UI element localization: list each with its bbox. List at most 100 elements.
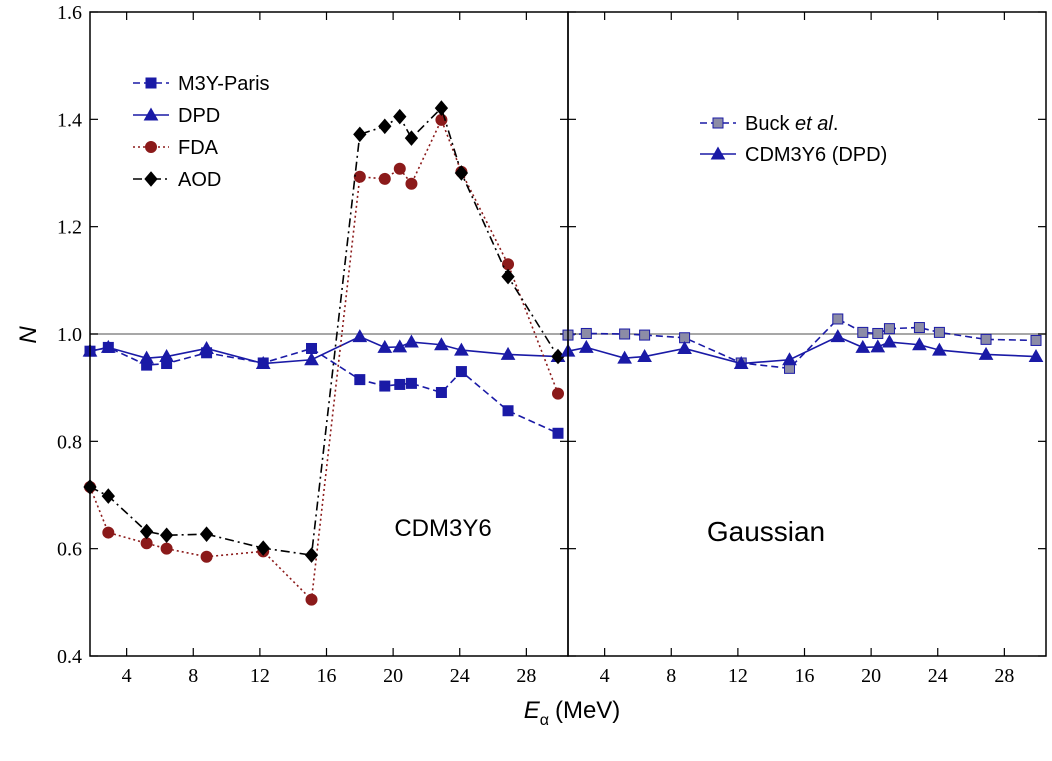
x-tick-label: 8 — [666, 665, 676, 687]
legend-label-text: Buck — [745, 113, 795, 135]
x-axis-label-symbol: E — [524, 697, 541, 724]
data-point — [140, 537, 153, 550]
data-point — [102, 526, 115, 539]
y-tick-label: 1.2 — [57, 217, 82, 239]
legend-marker — [144, 171, 158, 187]
data-point — [978, 346, 994, 360]
x-tick-label: 20 — [861, 665, 881, 687]
data-point — [1028, 349, 1044, 363]
data-point — [378, 118, 392, 135]
data-point — [393, 108, 407, 125]
x-tick-label: 4 — [600, 665, 610, 687]
data-point — [353, 126, 367, 143]
series-line — [89, 346, 559, 435]
data-point — [392, 339, 408, 353]
x-tick-label: 28 — [516, 665, 536, 687]
data-point — [502, 258, 515, 271]
data-point — [101, 488, 115, 504]
y-tick-label: 0.4 — [57, 646, 82, 668]
data-point — [354, 374, 366, 386]
data-point — [394, 378, 406, 390]
data-point — [832, 313, 844, 325]
legend-marker — [710, 146, 726, 160]
data-point — [435, 386, 447, 398]
data-point — [306, 342, 318, 354]
data-point — [304, 547, 319, 563]
legend-label-text: FDA — [178, 137, 219, 159]
panel-label: Gaussian — [707, 516, 825, 547]
data-point — [434, 100, 449, 116]
legend-label: FDA — [178, 137, 219, 159]
plot-frame — [567, 11, 1047, 657]
panel-label: CDM3Y6 — [394, 515, 491, 542]
legend-label-text: CDM3Y6 (DPD) — [745, 144, 887, 166]
x-axis-label-subscript: α — [540, 712, 549, 729]
legend-label: M3Y-Paris — [178, 73, 270, 95]
legend-label-italic: et al — [795, 113, 833, 135]
x-tick-label: 12 — [250, 665, 270, 687]
data-point — [305, 593, 318, 606]
data-point — [619, 328, 631, 340]
series-triangle-2 — [82, 329, 566, 370]
data-point — [353, 170, 366, 183]
data-point — [551, 348, 565, 365]
data-point — [552, 427, 564, 439]
data-point — [580, 327, 592, 339]
legend-label: Buck et al. — [745, 113, 838, 135]
y-tick-label: 0.6 — [57, 539, 82, 561]
data-point — [733, 356, 749, 370]
data-point — [393, 162, 406, 175]
data-point — [639, 329, 651, 341]
series-circle-3 — [84, 113, 565, 606]
x-tick-label: 16 — [317, 665, 337, 687]
data-point — [159, 349, 174, 363]
data-point — [1030, 334, 1042, 346]
x-axis-label-unit: (MeV) — [555, 697, 620, 724]
data-point — [454, 342, 469, 356]
data-point — [912, 337, 927, 351]
data-point — [199, 526, 214, 542]
y-tick-label: 0.8 — [57, 431, 82, 453]
data-point — [434, 337, 449, 351]
data-point — [855, 339, 871, 353]
data-point — [455, 366, 467, 378]
data-point — [404, 130, 419, 146]
data-point — [256, 540, 270, 556]
data-point — [617, 350, 632, 364]
legend-marker — [143, 107, 159, 121]
x-tick-label: 4 — [122, 665, 132, 687]
data-point — [882, 334, 897, 348]
data-point — [159, 527, 174, 544]
y-tick-label: 1.0 — [57, 324, 82, 346]
legend-label-suffix: . — [833, 113, 839, 135]
data-point — [500, 346, 516, 360]
legend-marker — [145, 77, 157, 89]
x-tick-label: 12 — [728, 665, 748, 687]
panel-1: 4 8 12 16 20 24 28 0.4 0.6 0.8 1.0 1.2 1.4 1.6 M3Y-Par… — [57, 2, 569, 687]
series-line — [89, 335, 559, 365]
data-point — [377, 339, 393, 353]
data-point — [378, 172, 391, 185]
data-point — [139, 523, 154, 540]
x-tick-label: 20 — [383, 665, 403, 687]
data-point — [857, 326, 869, 338]
series-line — [89, 106, 559, 557]
data-point — [883, 323, 895, 335]
legend-marker — [145, 141, 157, 153]
data-point — [304, 352, 319, 366]
y-tick-label: 1.4 — [57, 109, 82, 131]
data-point — [160, 542, 173, 555]
data-point — [502, 405, 514, 417]
data-point — [352, 329, 368, 343]
data-point — [379, 380, 391, 392]
legend-label-text: AOD — [178, 169, 221, 191]
series-triangle-2 — [560, 329, 1044, 370]
legend-label: CDM3Y6 (DPD) — [745, 144, 887, 166]
data-point — [932, 342, 947, 356]
panel-2: 4 8 12 16 20 24 28 Buck et al. CDM3Y6 (DPD) Gauss… — [560, 11, 1047, 687]
legend: M3Y-Paris DPD FDA AOD — [133, 73, 270, 191]
data-point — [501, 268, 515, 285]
data-point — [552, 387, 565, 400]
y-tick-label: 1.6 — [57, 2, 82, 24]
data-point — [980, 333, 992, 345]
